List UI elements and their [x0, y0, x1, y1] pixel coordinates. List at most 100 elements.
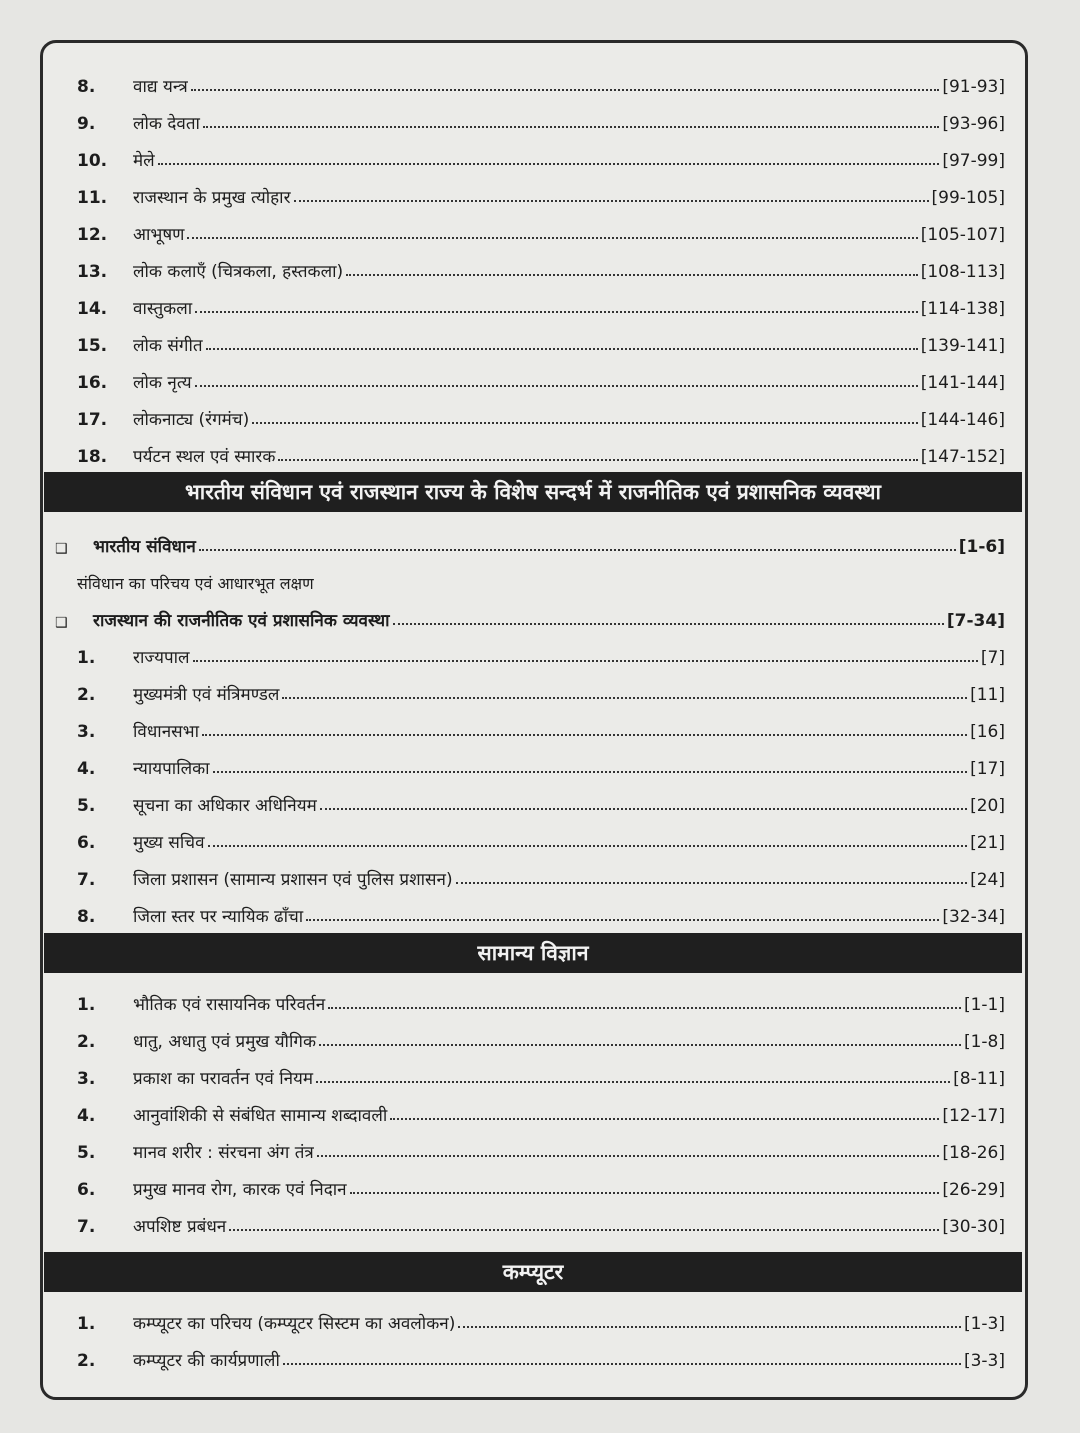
entry-pages: [11]: [970, 685, 1005, 705]
toc-entry[interactable]: 9. लोक देवता [93-96]: [55, 97, 1005, 134]
entry-pages: [139-141]: [920, 336, 1005, 356]
leader-dots: [458, 1326, 961, 1328]
entry-number: 14.: [77, 299, 108, 319]
toc-entry[interactable]: 18. पर्यटन स्थल एवं स्मारक [147-152]: [55, 430, 1005, 467]
toc-entry[interactable]: 3. विधानसभा [16]: [55, 705, 1005, 742]
toc-entry[interactable]: 1. कम्प्यूटर का परिचय (कम्प्यूटर सिस्टम …: [55, 1297, 1005, 1334]
entry-pages: [114-138]: [920, 299, 1005, 319]
toc-entry[interactable]: 8. वाद्य यन्त्र [91-93]: [55, 60, 1005, 97]
toc-entry[interactable]: 5. मानव शरीर : संरचना अंग तंत्र [18-26]: [55, 1126, 1005, 1163]
entry-number: 7.: [77, 870, 96, 890]
entry-pages: [17]: [970, 759, 1005, 779]
entry-title: लोक नृत्य: [133, 373, 192, 393]
entry-title: लोकनाट्य (रंगमंच): [133, 410, 250, 430]
leader-dots: [316, 1081, 951, 1083]
toc-entry[interactable]: 17. लोकनाट्य (रंगमंच) [144-146]: [55, 393, 1005, 430]
toc-entry[interactable]: 10. मेले [97-99]: [55, 134, 1005, 171]
entry-pages: [91-93]: [942, 77, 1005, 97]
toc-entry[interactable]: 7. अपशिष्ट प्रबंधन [30-30]: [55, 1200, 1005, 1237]
entry-number: 5.: [77, 1143, 96, 1163]
toc-part-constitution[interactable]: ❑ भारतीय संविधान [1-6]: [55, 537, 1005, 557]
entry-title: अपशिष्ट प्रबंधन: [133, 1217, 227, 1237]
entry-number: 2.: [77, 1351, 96, 1371]
toc-entry[interactable]: 4. न्यायपालिका [17]: [55, 742, 1005, 779]
leader-dots: [346, 274, 918, 276]
entry-pages: [3-3]: [963, 1351, 1005, 1371]
toc-part-subtitle: संविधान का परिचय एवं आधारभूत लक्षण: [77, 574, 314, 593]
entry-pages: [144-146]: [920, 410, 1005, 430]
entry-number: 15.: [77, 336, 108, 356]
toc-entry[interactable]: 2. कम्प्यूटर की कार्यप्रणाली [3-3]: [55, 1334, 1005, 1371]
leader-dots: [229, 1229, 940, 1231]
entry-pages: [147-152]: [920, 447, 1005, 467]
entry-pages: [99-105]: [931, 188, 1005, 208]
toc-entry[interactable]: 3. प्रकाश का परावर्तन एवं नियम [8-11]: [55, 1052, 1005, 1089]
entry-title: भौतिक एवं रासायनिक परिवर्तन: [133, 995, 326, 1015]
entry-number: 7.: [77, 1217, 96, 1237]
leader-dots: [192, 660, 978, 662]
leader-dots: [349, 1192, 940, 1194]
toc-entry[interactable]: 8. जिला स्तर पर न्यायिक ढाँचा [32-34]: [55, 890, 1005, 927]
toc-entry[interactable]: 5. सूचना का अधिकार अधिनियम [20]: [55, 779, 1005, 816]
leader-dots: [319, 1044, 961, 1046]
toc-entry[interactable]: 6. मुख्य सचिव [21]: [55, 816, 1005, 853]
leader-dots: [252, 422, 918, 424]
entry-pages: [97-99]: [942, 151, 1005, 171]
leader-dots: [212, 771, 968, 773]
toc-entry[interactable]: 15. लोक संगीत [139-141]: [55, 319, 1005, 356]
entry-number: 3.: [77, 722, 96, 742]
entry-title: कम्प्यूटर का परिचय (कम्प्यूटर सिस्टम का …: [133, 1314, 456, 1334]
entry-title: आनुवांशिकी से संबंधित सामान्य शब्दावली: [133, 1106, 388, 1126]
entry-number: 2.: [77, 685, 96, 705]
toc-entry[interactable]: 2. धातु, अधातु एवं प्रमुख यौगिक [1-8]: [55, 1015, 1005, 1052]
entry-number: 12.: [77, 225, 108, 245]
toc-entry[interactable]: 1. राज्यपाल [7]: [55, 631, 1005, 668]
entry-pages: [1-3]: [963, 1314, 1005, 1334]
entry-number: 5.: [77, 796, 96, 816]
section-header-science: सामान्य विज्ञान: [44, 933, 1022, 973]
entry-title: राज्यपाल: [133, 648, 190, 668]
toc-computer: 1. कम्प्यूटर का परिचय (कम्प्यूटर सिस्टम …: [55, 1297, 1005, 1371]
entry-pages: [108-113]: [920, 262, 1005, 282]
entry-title: जिला प्रशासन (सामान्य प्रशासन एवं पुलिस …: [133, 870, 453, 890]
entry-number: 9.: [77, 114, 96, 134]
entry-number: 2.: [77, 1032, 96, 1052]
leader-dots: [319, 808, 968, 810]
entry-title: आभूषण: [133, 225, 185, 245]
leader-dots: [190, 89, 940, 91]
leader-dots: [205, 348, 918, 350]
toc-entry[interactable]: 7. जिला प्रशासन (सामान्य प्रशासन एवं पुल…: [55, 853, 1005, 890]
toc-part-rajasthan[interactable]: ❑ राजस्थान की राजनीतिक एवं प्रशासनिक व्य…: [55, 611, 1005, 631]
toc-entry[interactable]: 13. लोक कलाएँ (चित्रकला, हस्तकला) [108-1…: [55, 245, 1005, 282]
entry-pages: [26-29]: [942, 1180, 1005, 1200]
toc-entry[interactable]: 14. वास्तुकला [114-138]: [55, 282, 1005, 319]
leader-dots: [187, 237, 918, 239]
leader-dots: [390, 1118, 940, 1120]
entry-pages: [7]: [980, 648, 1005, 668]
toc-polity-items: 1. राज्यपाल [7] 2. मुख्यमंत्री एवं मंत्रि…: [55, 631, 1005, 927]
section-header-computer: कम्प्यूटर: [44, 1252, 1022, 1292]
toc-entry[interactable]: 12. आभूषण [105-107]: [55, 208, 1005, 245]
entry-title: मानव शरीर : संरचना अंग तंत्र: [133, 1143, 314, 1163]
toc-entry[interactable]: 1. भौतिक एवं रासायनिक परिवर्तन [1-1]: [55, 978, 1005, 1015]
entry-pages: [105-107]: [920, 225, 1005, 245]
entry-title: सूचना का अधिकार अधिनियम: [133, 796, 317, 816]
toc-entry[interactable]: 6. प्रमुख मानव रोग, कारक एवं निदान [26-2…: [55, 1163, 1005, 1200]
entry-pages: [12-17]: [942, 1106, 1005, 1126]
entry-number: 17.: [77, 410, 108, 430]
leader-dots: [293, 200, 929, 202]
page-frame: [40, 40, 1028, 1400]
toc-entry[interactable]: 2. मुख्यमंत्री एवं मंत्रिमण्डल [11]: [55, 668, 1005, 705]
entry-title: लोक संगीत: [133, 336, 203, 356]
entry-number: 4.: [77, 759, 96, 779]
leader-dots: [195, 311, 918, 313]
toc-entry[interactable]: 4. आनुवांशिकी से संबंधित सामान्य शब्दावल…: [55, 1089, 1005, 1126]
entry-number: 8.: [77, 907, 96, 927]
leader-dots: [328, 1007, 961, 1009]
toc-entry[interactable]: 11. राजस्थान के प्रमुख त्योहार [99-105]: [55, 171, 1005, 208]
entry-pages: [16]: [970, 722, 1005, 742]
entry-number: 11.: [77, 188, 108, 208]
entry-title: पर्यटन स्थल एवं स्मारक: [133, 447, 276, 467]
toc-entry[interactable]: 16. लोक नृत्य [141-144]: [55, 356, 1005, 393]
entry-title: धातु, अधातु एवं प्रमुख यौगिक: [133, 1032, 316, 1052]
